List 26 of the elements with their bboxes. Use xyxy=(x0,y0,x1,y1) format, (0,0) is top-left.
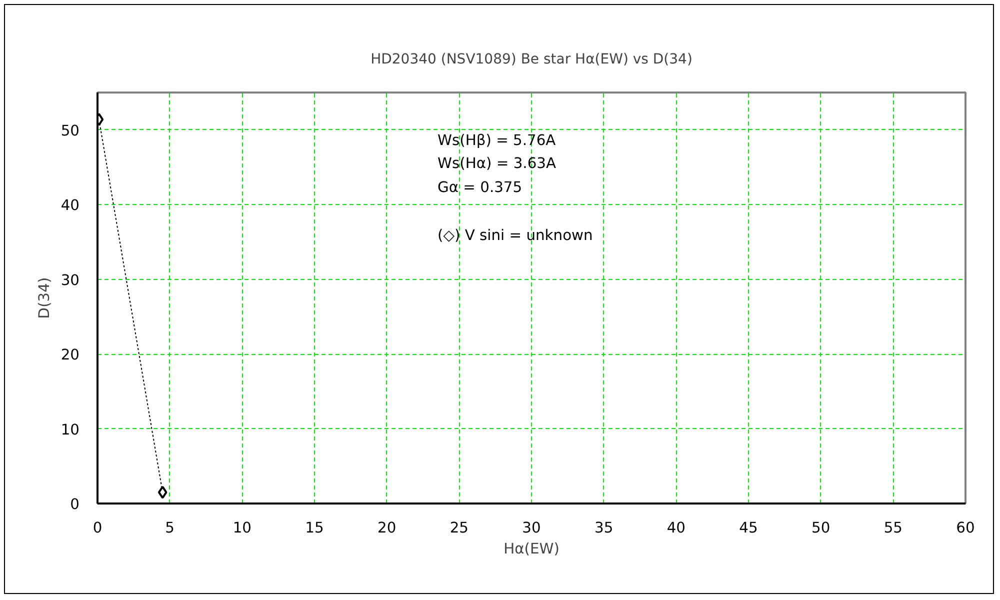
x-tick-label: 60 xyxy=(956,520,975,536)
x-tick-label: 10 xyxy=(232,520,252,536)
y-tick-label: 0 xyxy=(70,496,80,513)
annotation: (◇) V sini = unknown xyxy=(438,227,593,244)
annotation: Ws(Hβ) = 5.76A xyxy=(438,132,556,149)
y-axis-title: D(34) xyxy=(36,277,53,319)
x-tick-label: 40 xyxy=(666,520,686,536)
x-tick-label: 55 xyxy=(884,520,902,536)
y-tick-label: 10 xyxy=(60,421,80,438)
y-tick-label: 20 xyxy=(60,346,80,364)
chart-title: HD20340 (NSV1089) Be star Hα(EW) vs D(34) xyxy=(370,52,692,68)
x-tick-label: 20 xyxy=(378,520,396,536)
x-tick-label: 50 xyxy=(812,520,830,536)
x-tick-label: 25 xyxy=(450,520,468,536)
x-tick-label: 45 xyxy=(739,520,758,536)
y-tick-label: 30 xyxy=(60,272,80,289)
x-tick-label: 30 xyxy=(522,520,541,536)
x-tick-label: 35 xyxy=(594,520,614,536)
annotation: Gα = 0.375 xyxy=(438,179,522,196)
x-tick-label: 15 xyxy=(305,520,324,536)
x-axis-title: Hα(EW) xyxy=(504,540,560,558)
y-tick-label: 50 xyxy=(60,122,80,140)
x-tick-label: 5 xyxy=(165,520,174,536)
y-tick-label: 40 xyxy=(60,197,80,214)
annotation: Ws(Hα) = 3.63A xyxy=(438,155,556,172)
x-tick-label: 0 xyxy=(92,520,102,536)
